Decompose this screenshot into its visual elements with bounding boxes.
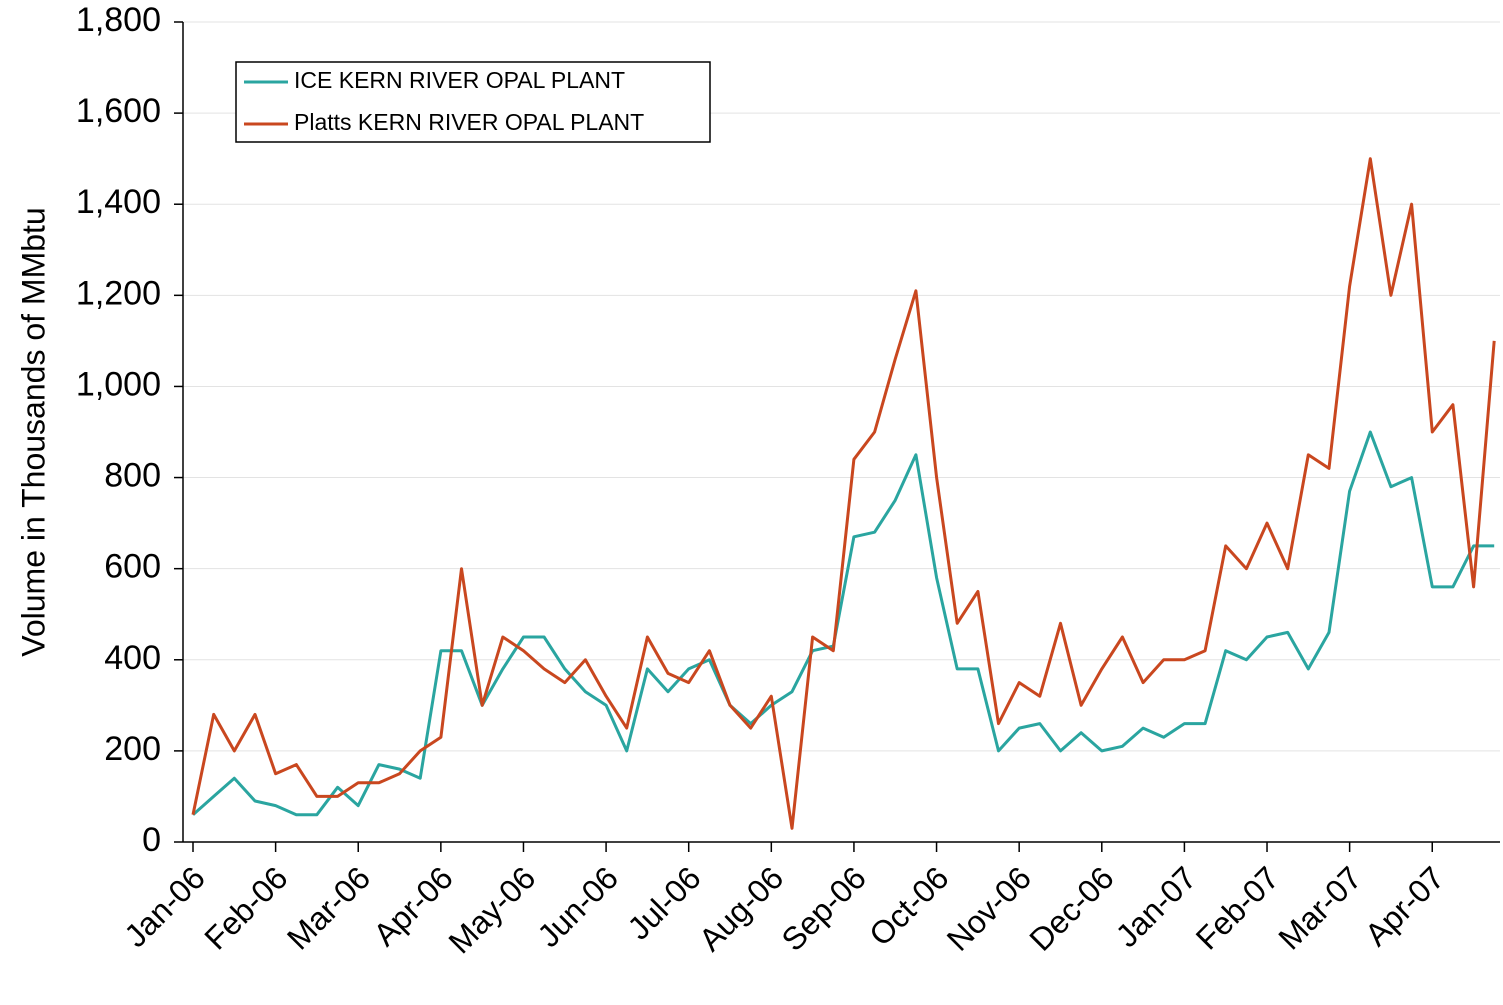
legend-label: Platts KERN RIVER OPAL PLANT <box>294 109 644 135</box>
series-line <box>191 157 1496 830</box>
x-tick-label: Feb-06 <box>197 859 294 956</box>
y-axis-title: Volume in Thousands of MMbtu <box>15 207 51 656</box>
x-tick-label: Apr-07 <box>1358 859 1451 952</box>
y-tick-label: 0 <box>142 821 161 859</box>
legend: ICE KERN RIVER OPAL PLANT Platts KERN RIV… <box>235 61 711 143</box>
series-line <box>192 430 1495 817</box>
y-tick-label: 800 <box>104 457 161 495</box>
y-tick-label: 400 <box>104 639 161 677</box>
y-tick-label: 1,600 <box>76 92 161 130</box>
legend-box <box>235 61 711 143</box>
y-tick-label: 1,800 <box>76 1 161 39</box>
x-tick-label: Jan-06 <box>117 859 212 954</box>
y-tick-label: 1,200 <box>76 274 161 312</box>
y-tick-label: 1,400 <box>76 183 161 221</box>
y-tick-label: 200 <box>104 730 161 768</box>
x-tick-label: Oct-06 <box>862 859 955 952</box>
x-tick-label: Dec-06 <box>1022 859 1120 957</box>
x-tick-label: Jan-07 <box>1109 859 1204 954</box>
x-tick-label: Feb-07 <box>1189 859 1286 956</box>
x-tick-label: Mar-06 <box>280 859 377 956</box>
x-tick-label: Jun-06 <box>530 859 625 954</box>
x-tick-label: Nov-06 <box>940 859 1038 957</box>
x-tick-label: Sep-06 <box>774 859 872 957</box>
x-tick-label: Mar-07 <box>1271 859 1368 956</box>
x-tick-label: May-06 <box>441 859 542 960</box>
x-tick-label: Aug-06 <box>692 859 790 957</box>
y-tick-label: 600 <box>104 548 161 586</box>
legend-label: ICE KERN RIVER OPAL PLANT <box>294 67 625 93</box>
y-tick-label: 1,000 <box>76 365 161 403</box>
